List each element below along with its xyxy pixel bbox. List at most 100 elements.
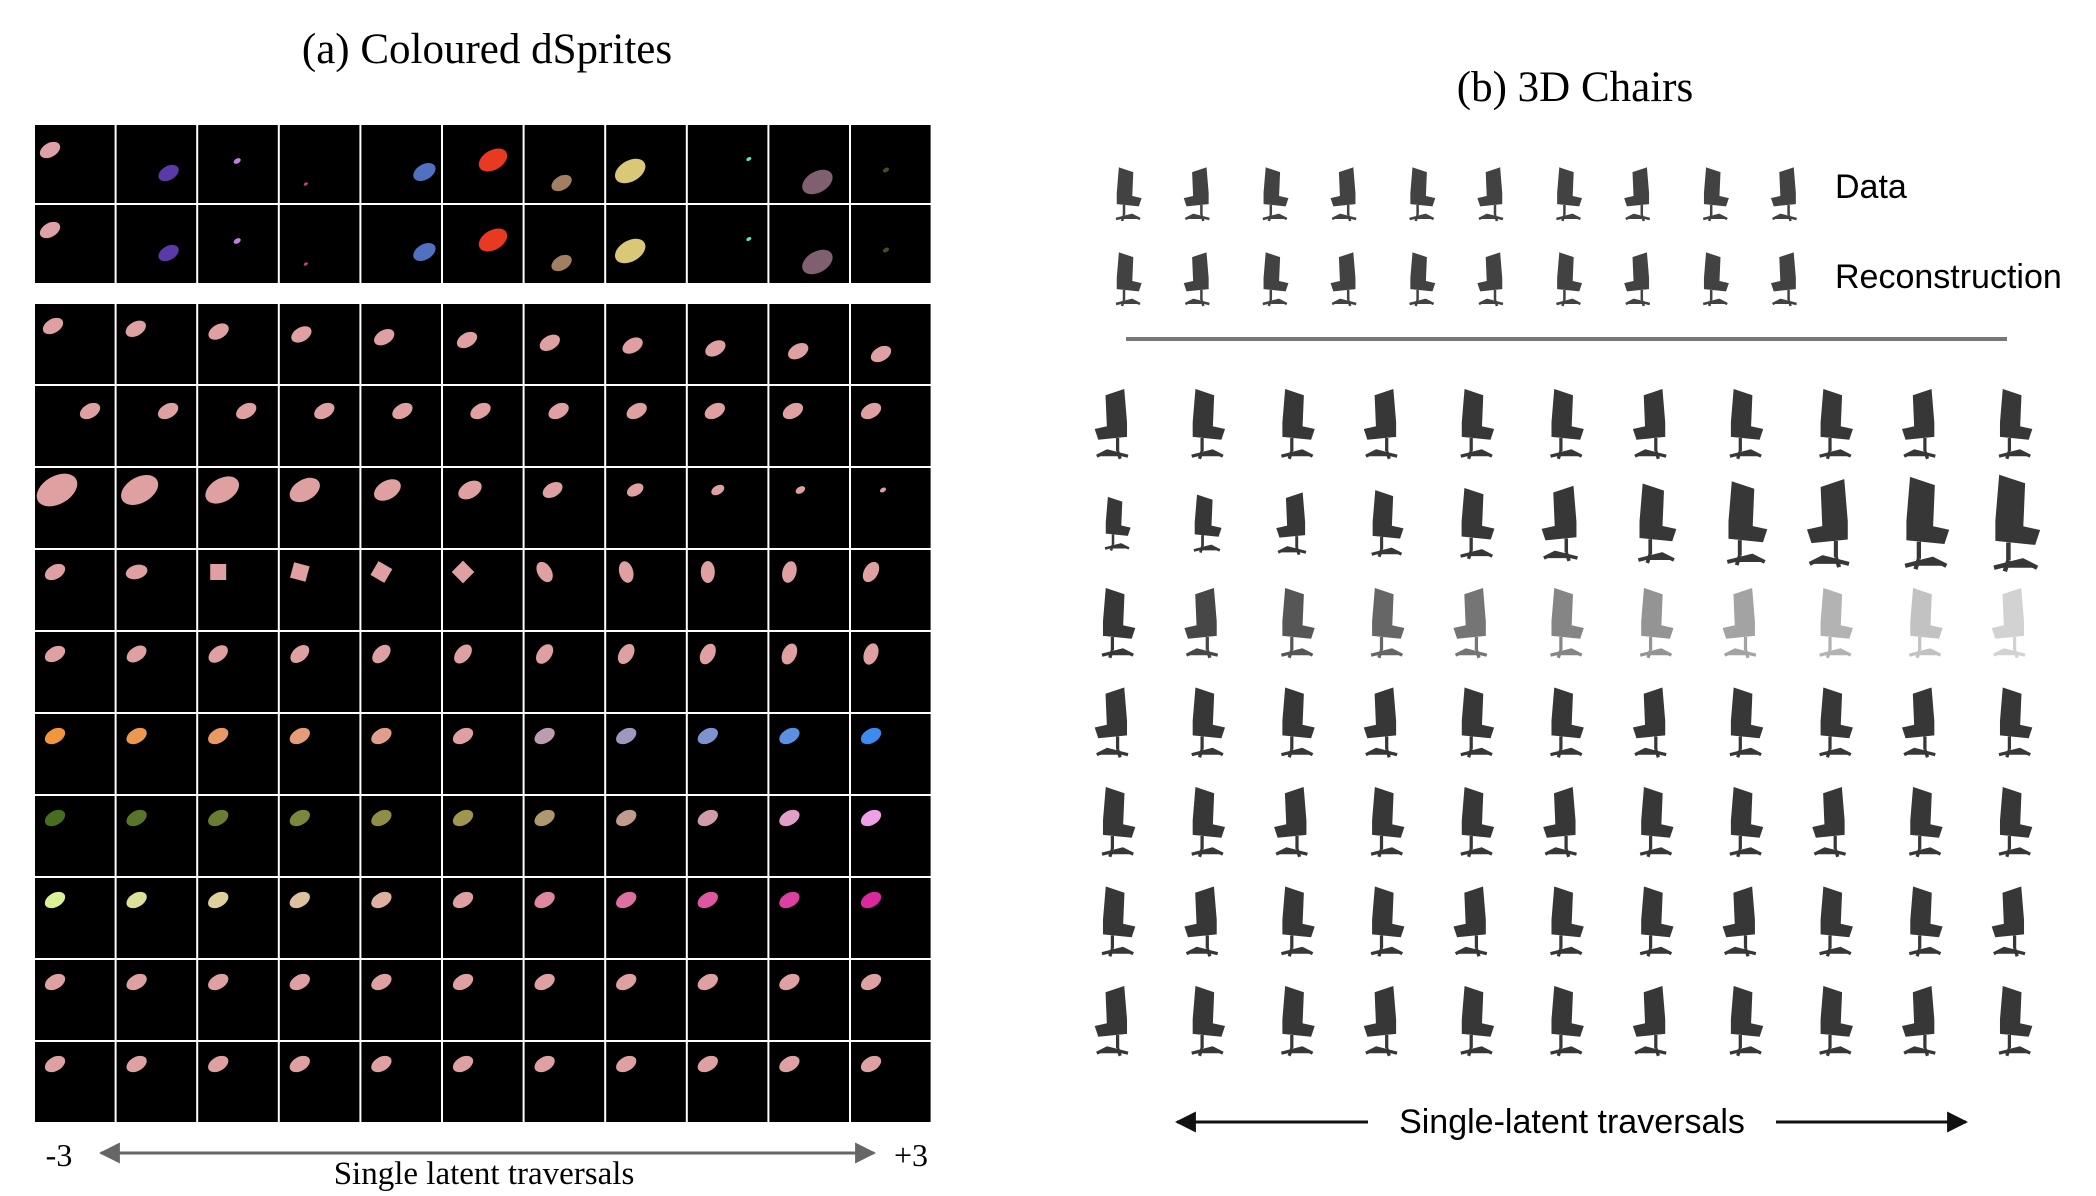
chair bbox=[1460, 389, 1495, 460]
data-label: Data bbox=[1835, 168, 1907, 206]
chair bbox=[1624, 167, 1651, 222]
chair-shape bbox=[1991, 588, 2026, 659]
sprite bbox=[371, 973, 392, 991]
sprite-cell bbox=[116, 796, 197, 876]
chair-shape bbox=[1550, 986, 1584, 1057]
chair-shape bbox=[1998, 986, 2033, 1057]
sprite-cell bbox=[279, 205, 360, 283]
sprite bbox=[534, 1055, 555, 1073]
sprite bbox=[451, 560, 475, 584]
sprite bbox=[697, 973, 718, 991]
chair bbox=[1806, 479, 1850, 568]
chair-shape bbox=[1183, 167, 1210, 222]
chair-shape bbox=[1262, 167, 1289, 222]
sprite bbox=[290, 644, 310, 664]
sprite-cell bbox=[443, 550, 523, 630]
sprite bbox=[371, 891, 392, 909]
chair bbox=[1908, 787, 1943, 858]
chair bbox=[1819, 389, 1853, 460]
sprite-cell bbox=[524, 1042, 605, 1122]
sprite bbox=[860, 809, 882, 827]
sprite-cell bbox=[198, 386, 278, 466]
chair bbox=[1729, 787, 1764, 858]
sprite-cell bbox=[606, 960, 686, 1040]
sprite bbox=[697, 1055, 718, 1073]
sprite bbox=[79, 402, 101, 420]
sprite bbox=[371, 727, 392, 745]
chair bbox=[1632, 986, 1667, 1057]
chair-shape bbox=[1281, 986, 1315, 1057]
chair-shape bbox=[1330, 167, 1357, 222]
sprite bbox=[121, 475, 159, 505]
sprite bbox=[125, 320, 146, 337]
sprite-cell bbox=[279, 125, 360, 203]
chair-shape bbox=[1998, 389, 2033, 460]
chair bbox=[1370, 588, 1405, 659]
sprite-cell bbox=[443, 714, 523, 794]
sprite bbox=[233, 158, 241, 164]
chair bbox=[1901, 389, 1936, 460]
chair bbox=[1460, 787, 1495, 858]
sprite bbox=[454, 644, 472, 664]
chair bbox=[1550, 986, 1584, 1057]
sprite-cell bbox=[279, 468, 360, 548]
sprite-cell bbox=[198, 878, 278, 958]
chair bbox=[1363, 389, 1398, 460]
sprite-cell bbox=[769, 796, 849, 876]
chair-shape bbox=[1819, 687, 1853, 758]
chair bbox=[1276, 492, 1307, 556]
sprite-cell bbox=[198, 960, 278, 1040]
sprite bbox=[452, 1055, 474, 1073]
sprite bbox=[779, 727, 800, 745]
sprite-cell bbox=[443, 468, 523, 548]
sprite-cell bbox=[279, 550, 360, 630]
sprite-cell bbox=[687, 878, 768, 958]
sprite bbox=[860, 727, 882, 745]
chair-shape bbox=[1639, 588, 1674, 659]
chair-shape bbox=[1819, 986, 1853, 1057]
chair-shape bbox=[1094, 389, 1129, 460]
sprite-cell bbox=[279, 878, 360, 958]
chair bbox=[1998, 986, 2033, 1057]
chair bbox=[1998, 787, 2033, 858]
sprite-cell bbox=[769, 550, 849, 630]
chair-shape bbox=[1101, 886, 1136, 957]
sprite-cell bbox=[116, 550, 197, 630]
chair bbox=[1281, 687, 1315, 758]
chair bbox=[1409, 252, 1436, 307]
sprite-cell bbox=[769, 632, 849, 712]
chair bbox=[1819, 886, 1853, 957]
chair-shape bbox=[1639, 787, 1674, 858]
sprite-cell bbox=[361, 550, 441, 630]
chair bbox=[1101, 787, 1136, 858]
sprite-cell bbox=[361, 304, 441, 384]
chair bbox=[1281, 986, 1315, 1057]
chair bbox=[1637, 483, 1677, 564]
chair-shape bbox=[1184, 588, 1219, 659]
sprite-cell bbox=[279, 1042, 360, 1122]
chair bbox=[1770, 167, 1797, 222]
sprite bbox=[697, 809, 718, 827]
chair-shape bbox=[1101, 588, 1136, 659]
sprite bbox=[372, 644, 391, 664]
chair bbox=[1363, 986, 1398, 1057]
sprite bbox=[788, 343, 809, 360]
sprite bbox=[158, 164, 179, 182]
sprite bbox=[616, 809, 637, 827]
sprite bbox=[126, 891, 147, 909]
sprite bbox=[126, 1055, 147, 1073]
sprite bbox=[746, 236, 752, 242]
sprite bbox=[208, 1055, 229, 1073]
sprite-cell bbox=[35, 125, 115, 203]
sprite-cell bbox=[524, 878, 605, 958]
chair bbox=[1191, 389, 1226, 460]
sprite bbox=[746, 156, 752, 162]
chair bbox=[1729, 687, 1764, 758]
chair-shape bbox=[1281, 687, 1315, 758]
chair bbox=[1812, 787, 1846, 858]
sprite bbox=[44, 809, 66, 827]
chair-shape bbox=[1541, 485, 1578, 562]
sprite bbox=[392, 402, 413, 420]
sprite-cell bbox=[524, 386, 605, 466]
chair-shape bbox=[1370, 787, 1405, 858]
